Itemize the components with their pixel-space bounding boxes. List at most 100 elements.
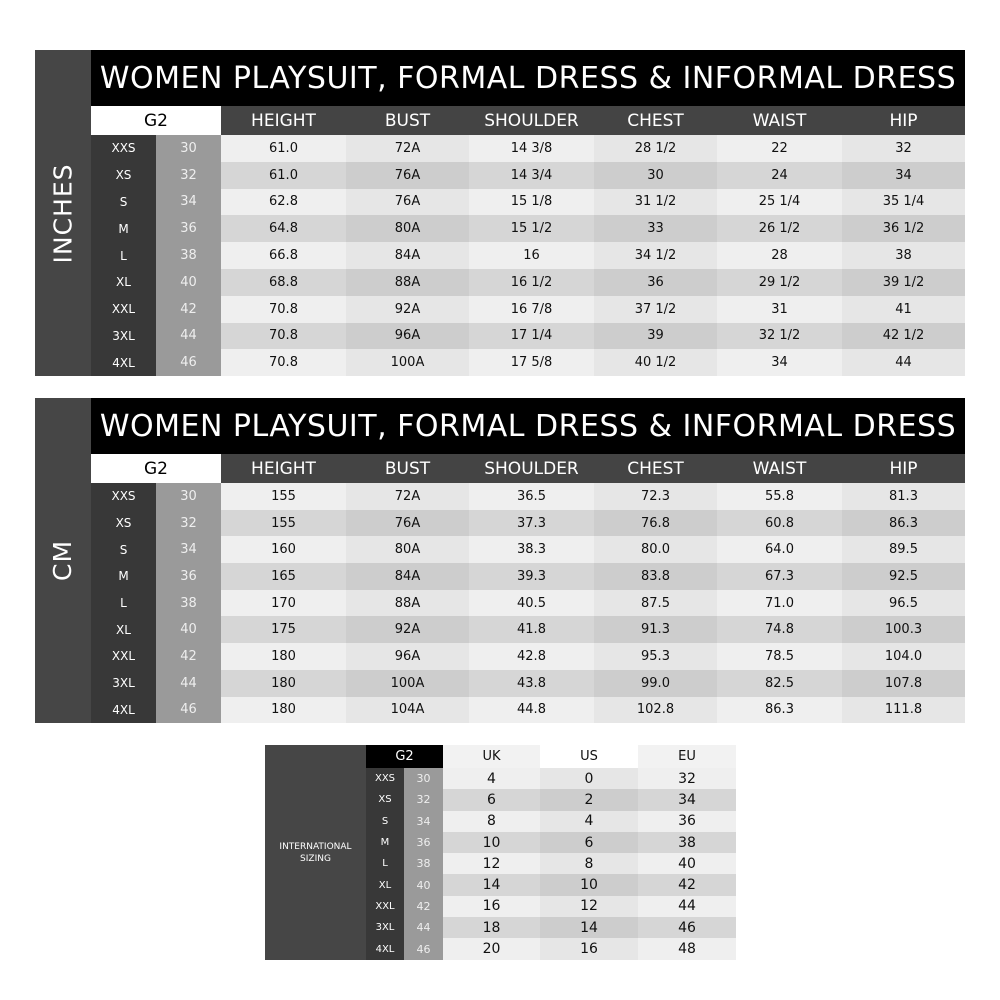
column-header-height: HEIGHT — [221, 454, 346, 483]
column-header-us: US — [540, 745, 638, 768]
table-cell: 70.8 — [221, 322, 346, 350]
table-cell: 6 — [540, 831, 638, 854]
size-label: L — [91, 242, 156, 269]
table-cell: 99.0 — [594, 669, 717, 697]
table-cell: 16 — [469, 242, 594, 269]
table-cell: 26 1/2 — [717, 215, 842, 243]
column-header-uk: UK — [443, 745, 540, 768]
size-label: XXS — [91, 483, 156, 510]
g2-size: 34 — [404, 810, 443, 832]
g2-size: 38 — [404, 853, 443, 875]
table-cell: 67.3 — [717, 563, 842, 590]
table-cell: 14 — [540, 917, 638, 939]
table-cell: 95.3 — [594, 643, 717, 670]
table-cell: 10 — [540, 874, 638, 896]
table-cell: 92A — [346, 616, 469, 644]
table-cell: 40 — [638, 853, 736, 875]
table-cell: 15 1/2 — [469, 215, 594, 243]
table-cell: 74.8 — [717, 616, 842, 644]
unit-label-cm: CM — [35, 398, 91, 723]
size-label: XS — [91, 161, 156, 189]
size-label: XXL — [366, 895, 404, 918]
g2-size: 38 — [156, 242, 221, 269]
size-label: XS — [91, 509, 156, 537]
g2-size: 34 — [156, 536, 221, 564]
table-cell: 33 — [594, 215, 717, 243]
table-cell: 14 3/4 — [469, 161, 594, 189]
column-header-shoulder: SHOULDER — [469, 454, 594, 483]
g2-header: G2 — [91, 106, 221, 135]
table-cell: 62.8 — [221, 188, 346, 216]
table-cell: 86.3 — [842, 509, 965, 537]
table-cell: 39 1/2 — [842, 268, 965, 296]
table-cell: 55.8 — [717, 483, 842, 510]
table-cell: 160 — [221, 536, 346, 564]
size-label: 3XL — [366, 917, 404, 939]
table-cell: 8 — [443, 810, 540, 832]
table-cell: 68.8 — [221, 268, 346, 296]
table-cell: 25 1/4 — [717, 188, 842, 216]
table-cell: 37.3 — [469, 509, 594, 537]
table-cell: 36.5 — [469, 483, 594, 510]
table-cell: 60.8 — [717, 509, 842, 537]
table-cell: 84A — [346, 242, 469, 269]
table-cell: 35 1/4 — [842, 188, 965, 216]
table-cell: 15 1/8 — [469, 188, 594, 216]
international-grid: G2 UK US EU XXS 30 4 0 32 XS 32 6 2 34 S 34 8 4 36 M 36 10 6 38… — [366, 745, 736, 960]
table-cell: 84A — [346, 563, 469, 590]
unit-label-inches: INCHES — [35, 50, 91, 376]
table-cell: 36 1/2 — [842, 215, 965, 243]
table-cell: 82.5 — [717, 669, 842, 697]
table-cell: 80A — [346, 215, 469, 243]
table-cell: 42 — [638, 874, 736, 896]
table-cell: 86.3 — [717, 696, 842, 724]
size-label: L — [91, 589, 156, 617]
g2-size: 44 — [156, 669, 221, 697]
table-cell: 17 5/8 — [469, 349, 594, 377]
table-cell: 14 3/8 — [469, 135, 594, 162]
table-cell: 4 — [540, 810, 638, 832]
table-cell: 107.8 — [842, 669, 965, 697]
table-cell: 78.5 — [717, 643, 842, 670]
g2-size: 42 — [156, 643, 221, 670]
g2-size: 40 — [404, 874, 443, 896]
table-cell: 10 — [443, 831, 540, 854]
table-cell: 170 — [221, 589, 346, 617]
g2-size: 44 — [156, 322, 221, 350]
size-grid: G2 HEIGHT BUST SHOULDER CHEST WAIST HIP XXS 30 15… — [91, 454, 965, 724]
table-cell: 100.3 — [842, 616, 965, 644]
table-cell: 64.8 — [221, 215, 346, 243]
table-cell: 0 — [540, 768, 638, 790]
side-label: INCHES — [48, 163, 78, 263]
table-cell: 18 — [443, 917, 540, 939]
table-cell: 87.5 — [594, 589, 717, 617]
table-cell: 102.8 — [594, 696, 717, 724]
table-cell: 92A — [346, 295, 469, 323]
size-label: M — [91, 215, 156, 243]
size-label: 3XL — [91, 322, 156, 350]
table-cell: 80.0 — [594, 536, 717, 564]
international-sizing-table: INTERNATIONAL SIZING G2 UK US EU XXS 30 4 0 32 XS… — [265, 745, 736, 960]
table-cell: 88A — [346, 268, 469, 296]
table-cell: 104A — [346, 696, 469, 724]
size-label: 4XL — [91, 696, 156, 724]
table-cell: 70.8 — [221, 349, 346, 377]
table-cell: 39 — [594, 322, 717, 350]
table-cell: 42.8 — [469, 643, 594, 670]
size-label: XXS — [91, 135, 156, 162]
g2-size: 34 — [156, 188, 221, 216]
table-cell: 17 1/4 — [469, 322, 594, 350]
table-cell: 92.5 — [842, 563, 965, 590]
size-label: 4XL — [91, 349, 156, 377]
g2-size: 38 — [156, 589, 221, 617]
column-header-shoulder: SHOULDER — [469, 106, 594, 135]
table-cell: 12 — [443, 853, 540, 875]
size-label: XXL — [91, 295, 156, 323]
table-title: WOMEN PLAYSUIT, FORMAL DRESS & INFORMAL … — [91, 50, 965, 106]
table-cell: 165 — [221, 563, 346, 590]
table-cell: 72A — [346, 135, 469, 162]
table-cell: 43.8 — [469, 669, 594, 697]
size-grid: G2 HEIGHT BUST SHOULDER CHEST WAIST HIP XXS 30 61… — [91, 106, 965, 377]
table-cell: 71.0 — [717, 589, 842, 617]
g2-size: 42 — [156, 295, 221, 323]
